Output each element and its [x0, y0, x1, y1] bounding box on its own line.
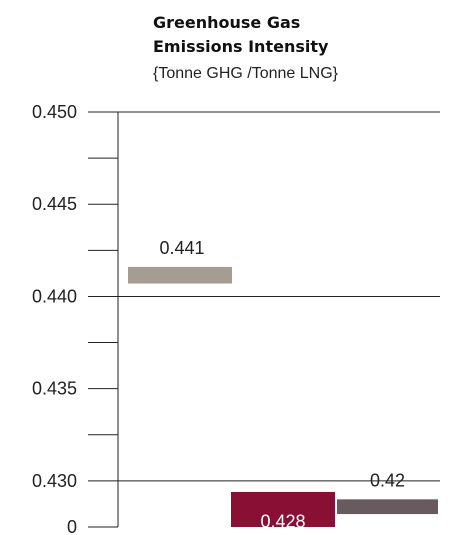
y-tick-label-3: 0.435 [32, 379, 77, 399]
y-tick-label-1: 0.445 [32, 194, 77, 214]
bars: 0.441 0.428 0.42 [128, 238, 438, 531]
y-tick-label-0: 0.450 [32, 102, 77, 122]
y-tick-label-2: 0.440 [32, 286, 77, 306]
y-tick-label-4: 0.430 [32, 471, 77, 491]
bar-1 [231, 491, 335, 527]
bar-2 [337, 499, 438, 515]
chart-subtitle: {Tonne GHG /Tonne LNG} [153, 65, 339, 82]
bar-label-0: 0.441 [159, 238, 204, 258]
y-axis-ticks: 0.450 0.445 0.440 0.435 0.430 0 [32, 102, 118, 535]
y-tick-label-5: 0 [67, 517, 77, 535]
bar-0 [128, 266, 232, 284]
bar-label-1: 0.428 [260, 511, 305, 531]
chart-title-line-2: Emissions Intensity [153, 37, 329, 56]
gridlines [88, 111, 440, 482]
chart-title-line-1: Greenhouse Gas [153, 13, 300, 32]
bar-label-2: 0.42 [370, 470, 405, 490]
